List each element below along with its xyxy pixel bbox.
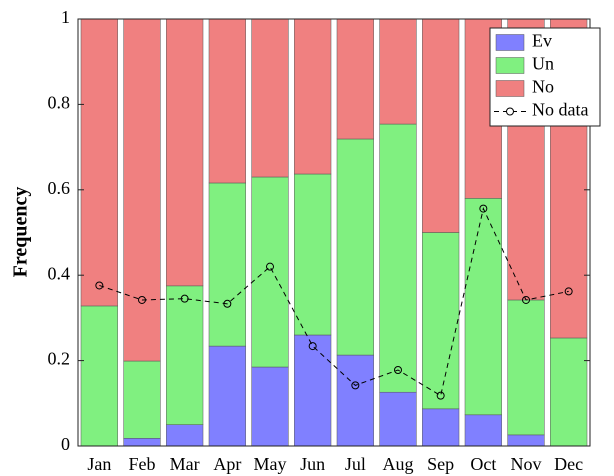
bar-segment [208,345,246,447]
bar-segment [166,285,204,425]
line [99,207,569,397]
y-tick-label: 0.6 [48,178,71,198]
x-tick-label: Jul [345,454,366,474]
x-tick-label: Nov [511,454,542,474]
bar-segment [251,18,289,178]
y-tick-label: 0.4 [48,263,71,283]
bar-segment [208,182,246,347]
x-tick-label: Oct [470,454,496,474]
line-marker [436,391,445,400]
bar-segment [464,198,502,416]
line-marker [266,262,274,271]
y-tick-label: 1 [61,7,70,27]
bar-segment [251,176,289,368]
bar-segment [379,18,417,125]
line-marker [180,294,189,303]
bar-segment [507,434,545,447]
bar-segment [379,123,417,393]
line-marker [351,381,360,390]
line-marker [308,342,317,351]
legend-label: Ev [532,31,552,51]
bar-segment [208,18,246,184]
line-marker [223,299,232,308]
legend: Ev Un No No data [489,27,601,127]
bar-segment [422,408,460,447]
y-axis-label: Frequency [10,187,32,278]
x-tick-label: Jan [87,454,111,474]
bar-segment [550,337,588,447]
bar-segment [422,18,460,233]
bar-segment [166,424,204,447]
bar-segment [166,18,204,287]
y-tick-label: 0 [61,434,70,454]
x-tick-label: Aug [383,454,414,474]
x-tick-label: Dec [554,454,583,474]
plot-frame [77,18,591,447]
bar-segment [379,391,417,447]
bar-segment [251,366,289,447]
bar-segment [507,299,545,436]
line-marker [564,287,573,296]
legend-label: Un [532,54,554,74]
bar-segment [422,232,460,410]
x-tick-label: Feb [129,454,156,474]
bar-segment [80,18,118,307]
legend-label: No [532,77,554,97]
line-marker [95,281,104,290]
bar-segment [336,138,374,356]
legend-marker [506,107,514,116]
bar-segment [294,173,332,336]
bar-segment [123,360,161,439]
bar-segment [464,414,502,447]
legend-swatch [495,80,525,97]
line-marker [522,295,530,304]
bar-segment [294,334,332,447]
legend-label: No data [532,100,588,120]
legend-swatch [495,57,525,74]
bar-segment [294,18,332,175]
bar-segment [123,438,161,447]
line-marker [138,295,146,304]
bar-segment [123,18,161,362]
line-marker [394,365,402,374]
bar-segment [80,305,118,447]
line-marker [479,204,488,213]
x-tick-label: May [254,454,287,474]
x-tick-label: Sep [427,454,454,474]
x-tick-label: Mar [170,454,200,474]
x-tick-label: Jun [300,454,325,474]
bar-segment [336,18,374,140]
x-tick-label: Apr [213,454,241,474]
y-tick-label: 0.2 [48,349,71,369]
y-tick-label: 0.8 [48,93,71,113]
bar-segment [336,354,374,447]
legend-swatch [495,34,525,51]
